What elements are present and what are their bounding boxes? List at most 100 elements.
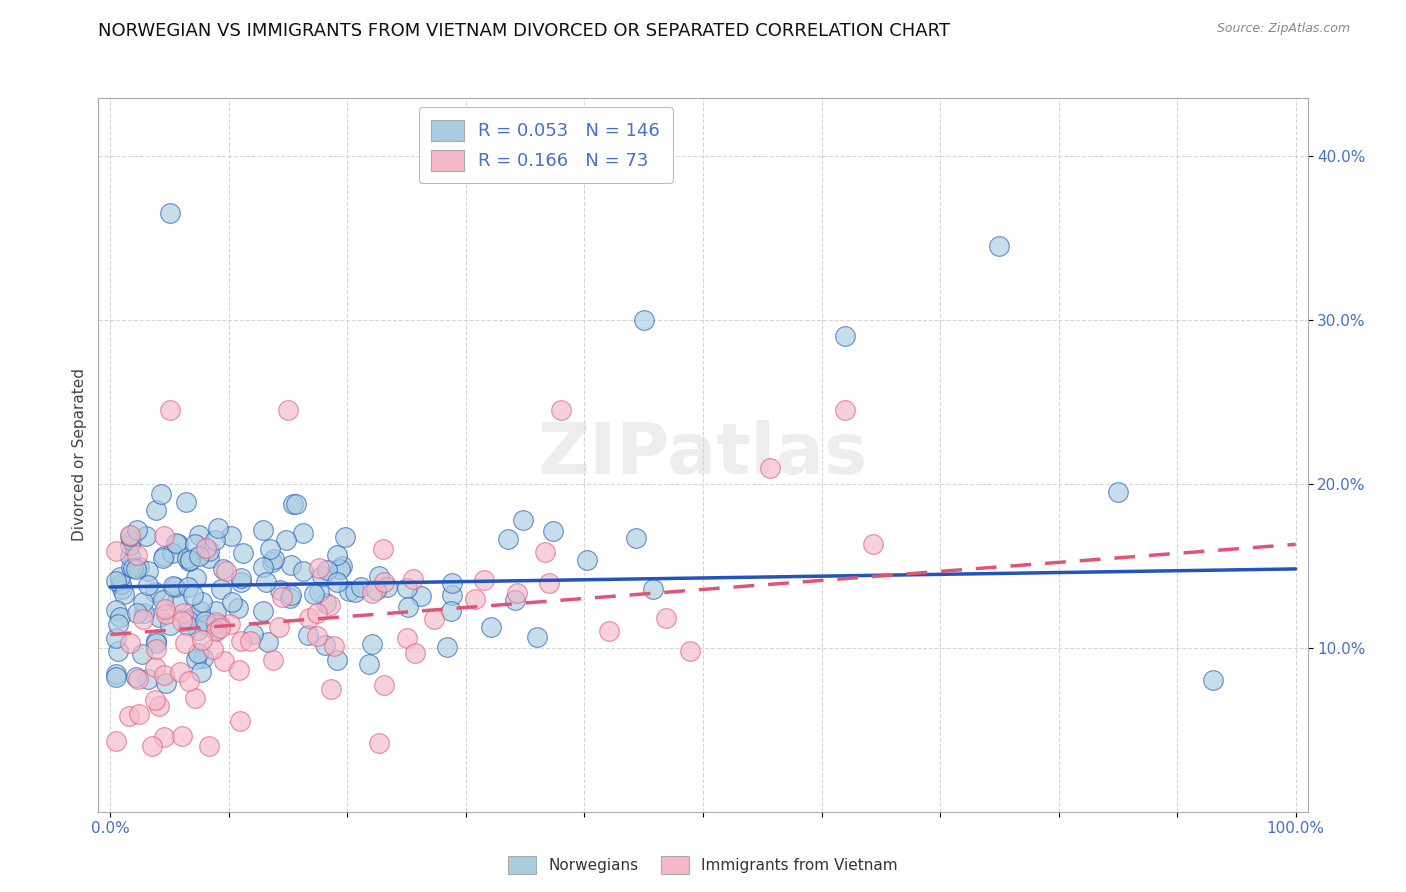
Text: NORWEGIAN VS IMMIGRANTS FROM VIETNAM DIVORCED OR SEPARATED CORRELATION CHART: NORWEGIAN VS IMMIGRANTS FROM VIETNAM DIV… [98,22,950,40]
Point [263,552,285,566]
Point [291,525,314,540]
Point [110,610,132,624]
Point [350,581,373,595]
Point [368,736,391,750]
Point [172,614,194,628]
Point [105,574,128,589]
Point [503,593,526,607]
Point [125,670,148,684]
Point [260,555,283,569]
Point [212,562,235,576]
Point [177,674,200,689]
Point [152,550,174,565]
Point [120,559,142,574]
Point [291,564,314,578]
Point [506,586,529,600]
Point [120,529,142,543]
Point [305,607,328,621]
Point [177,613,200,627]
Point [624,531,647,545]
Point [105,667,128,681]
Point [162,579,184,593]
Point [576,553,599,567]
Point [155,607,177,622]
Point [152,668,174,682]
Point [396,631,419,645]
Point [337,584,360,599]
Point [333,530,356,544]
Point [184,571,207,585]
Point [128,560,150,574]
Point [204,616,226,631]
Point [205,615,228,629]
Point [141,739,163,753]
Point [131,647,153,661]
Point [326,548,349,562]
Point [194,541,217,555]
Point [512,513,534,527]
Point [988,239,1011,253]
Point [145,633,167,648]
Point [239,633,262,648]
Point [125,562,148,576]
Point [190,665,212,680]
Point [252,604,274,618]
Point [534,545,557,559]
Point [440,604,463,618]
Point [110,582,132,596]
Point [219,529,242,543]
Point [479,619,502,633]
Point [214,654,236,668]
Point [252,559,274,574]
Point [191,633,214,648]
Point [298,611,321,625]
Point [308,585,330,599]
Point [242,627,264,641]
Point [122,560,145,574]
Point [176,551,198,566]
Point [474,573,496,587]
Point [834,329,856,343]
Point [311,569,333,583]
Point [395,581,418,595]
Point [107,617,129,632]
Legend: R = 0.053   N = 146, R = 0.166   N = 73: R = 0.053 N = 146, R = 0.166 N = 73 [419,107,673,183]
Point [195,617,218,632]
Point [204,533,226,547]
Point [173,636,195,650]
Point [179,554,201,568]
Point [361,637,384,651]
Point [254,575,277,590]
Point [145,642,167,657]
Point [344,585,367,599]
Point [152,731,174,745]
Point [269,583,291,598]
Point [526,630,548,644]
Point [135,529,157,543]
Point [188,604,211,618]
Point [153,602,176,616]
Point [167,536,190,550]
Point [307,629,329,643]
Point [373,541,395,556]
Point [550,402,572,417]
Point [396,599,419,614]
Point [862,537,884,551]
Point [367,568,389,582]
Point [201,641,224,656]
Point [643,582,665,597]
Point [633,312,655,326]
Point [226,600,249,615]
Point [436,640,458,655]
Point [132,612,155,626]
Point [198,544,221,558]
Point [218,617,240,632]
Point [152,593,174,607]
Y-axis label: Divorced or Separated: Divorced or Separated [72,368,87,541]
Point [758,460,780,475]
Point [319,682,342,697]
Point [441,588,464,602]
Point [194,615,217,629]
Point [172,606,194,620]
Point [153,549,176,564]
